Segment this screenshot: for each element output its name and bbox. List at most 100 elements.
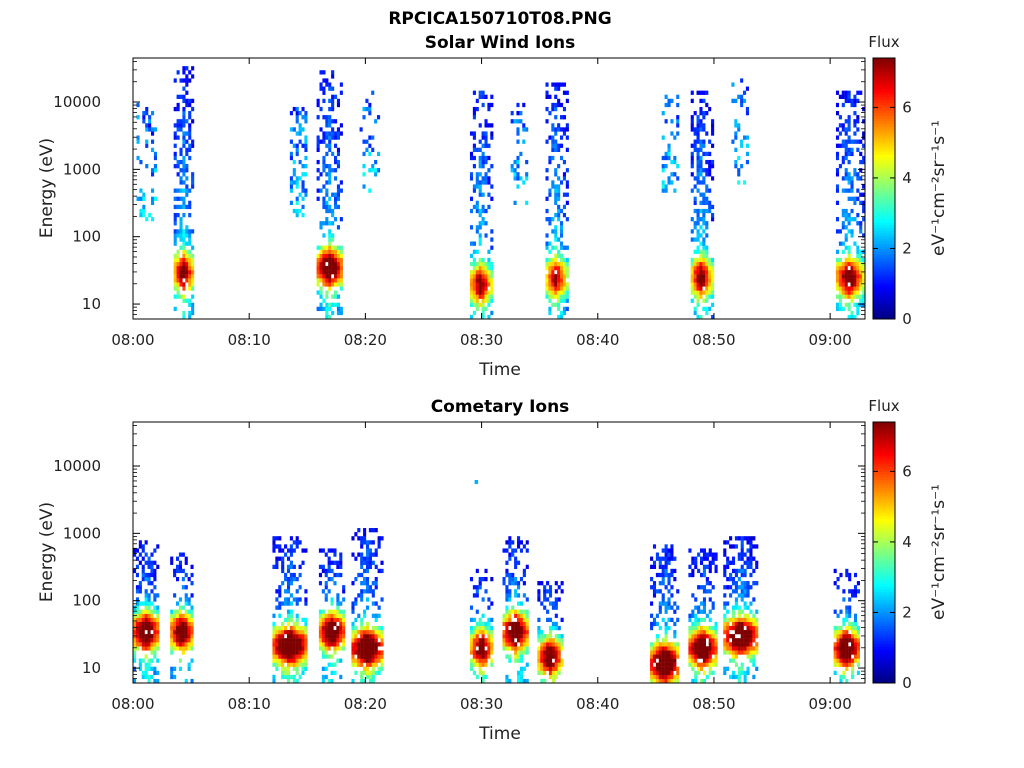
cometary-cell <box>746 589 750 594</box>
solar-wind-cell <box>743 98 747 104</box>
cometary-cell <box>153 621 157 627</box>
solar-wind-cell <box>696 282 700 287</box>
solar-wind-cell <box>557 188 561 193</box>
solar-wind-cell <box>853 241 857 246</box>
cometary-cell <box>842 589 846 594</box>
solar-wind-cell <box>289 200 293 206</box>
solar-wind-cell <box>325 180 329 185</box>
solar-wind-cell <box>859 221 863 226</box>
cometary-colorbar-segment <box>873 549 895 553</box>
solar-wind-cell <box>853 302 857 307</box>
solar-wind-cell <box>545 208 549 214</box>
solar-wind-cell <box>554 184 558 189</box>
cometary-cell <box>848 597 852 602</box>
solar-wind-cell <box>551 155 555 161</box>
cometary-cell <box>708 617 712 623</box>
cometary-cell <box>333 609 337 614</box>
solar-wind-cell <box>705 270 709 275</box>
cometary-cell <box>726 585 730 590</box>
cometary-cell <box>752 634 756 639</box>
solar-wind-cell <box>841 159 845 165</box>
solar-wind-cell <box>862 204 866 210</box>
cometary-cell <box>324 617 328 623</box>
cometary-cell <box>667 670 671 676</box>
cometary-colorbar <box>872 421 896 684</box>
cometary-cell <box>688 548 692 553</box>
solar-wind-cell <box>690 261 694 267</box>
solar-wind-cell <box>702 168 706 173</box>
solar-wind-cell <box>548 188 552 193</box>
solar-wind-cell <box>708 286 712 291</box>
solar-wind-cell <box>325 270 329 275</box>
cometary-cell <box>301 650 305 655</box>
solar-wind-cell <box>185 241 189 246</box>
solar-wind-cell <box>484 282 488 287</box>
solar-wind-cell <box>188 270 192 275</box>
solar-wind-cell <box>336 164 341 169</box>
cometary-cell <box>278 585 282 590</box>
solar-wind-cell <box>690 270 694 275</box>
solar-wind-cell <box>145 127 149 132</box>
cometary-cell <box>377 568 381 574</box>
solar-wind-cell <box>316 135 320 140</box>
cometary-cell <box>272 658 276 663</box>
solar-wind-cell <box>702 217 706 222</box>
solar-wind-cell <box>690 265 694 271</box>
cometary-cell <box>374 658 378 663</box>
cometary-cell <box>845 646 849 651</box>
cometary-cell <box>734 601 738 606</box>
solar-wind-cell <box>481 151 485 157</box>
solar-wind-cell <box>336 282 341 287</box>
cometary-cell <box>484 658 488 663</box>
cometary-cell <box>184 629 188 635</box>
cometary-axis-ticks <box>132 422 865 684</box>
cometary-cell <box>711 642 715 647</box>
solar-wind-cell <box>516 131 520 136</box>
solar-wind-cell <box>173 253 177 259</box>
cometary-cell <box>740 629 744 635</box>
cometary-cell <box>749 638 753 643</box>
solar-wind-cell <box>557 184 561 189</box>
cometary-cell <box>740 634 744 639</box>
solar-wind-cell <box>173 278 177 283</box>
cometary-cell <box>342 629 346 635</box>
solar-wind-cell <box>176 159 180 165</box>
cometary-cell <box>304 642 308 647</box>
cometary-cell <box>138 625 142 631</box>
cometary-cell <box>321 589 325 594</box>
solar-wind-cell <box>734 98 738 104</box>
cometary-cell <box>187 646 191 651</box>
cometary-cell <box>478 617 482 623</box>
cometary-cell <box>848 646 852 651</box>
cometary-cell <box>295 634 299 639</box>
cometary-cell <box>517 536 521 541</box>
cometary-cell <box>839 572 843 578</box>
cometary-cell <box>318 617 322 623</box>
cometary-cell <box>505 646 509 651</box>
solar-wind-cell <box>560 115 564 120</box>
cometary-cell <box>667 642 671 647</box>
cometary-colorbar-segment <box>873 534 895 538</box>
solar-wind-cell <box>328 119 332 124</box>
solar-wind-colorbar-segment <box>873 120 895 124</box>
cometary-cell <box>150 589 154 594</box>
cometary-cell <box>286 662 291 667</box>
cometary-cell <box>514 642 518 647</box>
solar-wind-colorbar-segment <box>873 183 895 187</box>
solar-wind-cell <box>565 180 569 185</box>
solar-wind-cell <box>469 241 474 246</box>
solar-wind-cell <box>316 102 320 108</box>
cometary-cell <box>705 552 709 557</box>
solar-wind-cell <box>510 111 514 116</box>
solar-wind-colorbar-segment <box>873 128 895 132</box>
solar-wind-cell <box>699 180 703 185</box>
solar-wind-cell <box>705 257 709 263</box>
cometary-cell <box>691 646 695 651</box>
cometary-cell <box>743 674 747 680</box>
cometary-cell <box>697 662 701 667</box>
cometary-cell <box>175 621 180 627</box>
cometary-cell <box>138 585 142 590</box>
solar-wind-cell <box>478 192 482 197</box>
solar-wind-cell <box>475 200 479 206</box>
solar-wind-cell <box>844 155 848 161</box>
